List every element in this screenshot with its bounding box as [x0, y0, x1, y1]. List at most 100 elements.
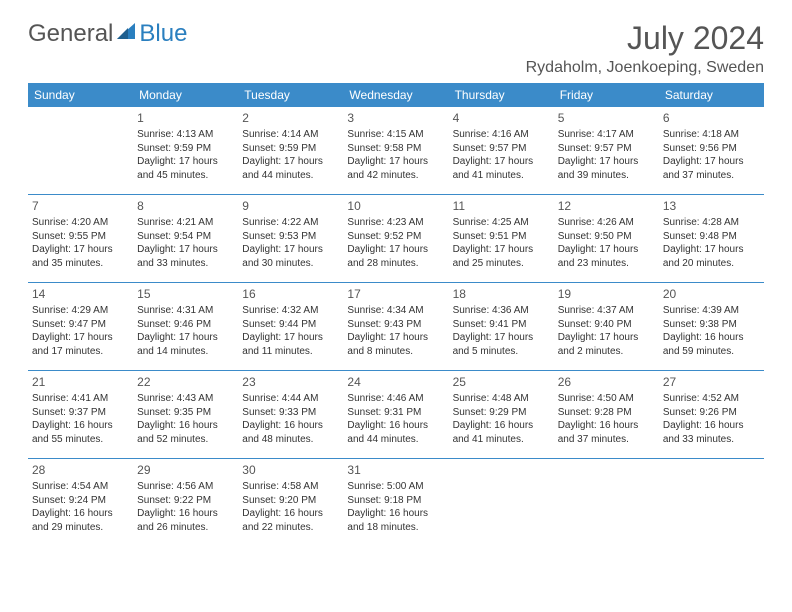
daylight-text: Daylight: 17 hours	[453, 331, 550, 345]
sunset-text: Sunset: 9:56 PM	[663, 142, 760, 156]
logo: General Blue	[28, 20, 187, 48]
daylight-text: Daylight: 17 hours	[558, 243, 655, 257]
sunrise-text: Sunrise: 4:23 AM	[347, 216, 444, 230]
daylight-text: Daylight: 16 hours	[32, 419, 129, 433]
day-number: 1	[137, 110, 234, 126]
daylight-text: and 17 minutes.	[32, 345, 129, 359]
sunrise-text: Sunrise: 4:36 AM	[453, 304, 550, 318]
day-number: 15	[137, 286, 234, 302]
sunrise-text: Sunrise: 4:20 AM	[32, 216, 129, 230]
day-number: 7	[32, 198, 129, 214]
sunset-text: Sunset: 9:53 PM	[242, 230, 339, 244]
day-header: Thursday	[449, 83, 554, 107]
daylight-text: and 33 minutes.	[137, 257, 234, 271]
daylight-text: Daylight: 17 hours	[663, 155, 760, 169]
sunset-text: Sunset: 9:24 PM	[32, 494, 129, 508]
calendar-day-cell: 20Sunrise: 4:39 AMSunset: 9:38 PMDayligh…	[659, 283, 764, 371]
daylight-text: and 44 minutes.	[347, 433, 444, 447]
calendar-day-cell: 6Sunrise: 4:18 AMSunset: 9:56 PMDaylight…	[659, 107, 764, 195]
calendar-day-cell: 15Sunrise: 4:31 AMSunset: 9:46 PMDayligh…	[133, 283, 238, 371]
sunset-text: Sunset: 9:44 PM	[242, 318, 339, 332]
sail-icon	[115, 20, 137, 48]
sunset-text: Sunset: 9:31 PM	[347, 406, 444, 420]
sunset-text: Sunset: 9:59 PM	[137, 142, 234, 156]
calendar-day-cell: 2Sunrise: 4:14 AMSunset: 9:59 PMDaylight…	[238, 107, 343, 195]
daylight-text: Daylight: 17 hours	[32, 331, 129, 345]
sunset-text: Sunset: 9:59 PM	[242, 142, 339, 156]
calendar-day-cell: 23Sunrise: 4:44 AMSunset: 9:33 PMDayligh…	[238, 371, 343, 459]
calendar-day-cell: 19Sunrise: 4:37 AMSunset: 9:40 PMDayligh…	[554, 283, 659, 371]
sunset-text: Sunset: 9:29 PM	[453, 406, 550, 420]
day-number: 8	[137, 198, 234, 214]
calendar-day-cell	[449, 459, 554, 547]
sunset-text: Sunset: 9:18 PM	[347, 494, 444, 508]
day-number: 24	[347, 374, 444, 390]
daylight-text: and 23 minutes.	[558, 257, 655, 271]
daylight-text: Daylight: 17 hours	[32, 243, 129, 257]
day-number: 28	[32, 462, 129, 478]
sunrise-text: Sunrise: 4:14 AM	[242, 128, 339, 142]
daylight-text: and 48 minutes.	[242, 433, 339, 447]
day-number: 11	[453, 198, 550, 214]
sunrise-text: Sunrise: 4:52 AM	[663, 392, 760, 406]
daylight-text: Daylight: 16 hours	[137, 507, 234, 521]
sunset-text: Sunset: 9:40 PM	[558, 318, 655, 332]
day-header: Sunday	[28, 83, 133, 107]
sunset-text: Sunset: 9:35 PM	[137, 406, 234, 420]
sunrise-text: Sunrise: 4:21 AM	[137, 216, 234, 230]
header: General Blue July 2024 Rydaholm, Joenkoe…	[28, 20, 764, 77]
calendar-day-cell: 14Sunrise: 4:29 AMSunset: 9:47 PMDayligh…	[28, 283, 133, 371]
daylight-text: and 44 minutes.	[242, 169, 339, 183]
sunset-text: Sunset: 9:26 PM	[663, 406, 760, 420]
daylight-text: Daylight: 17 hours	[242, 243, 339, 257]
calendar-day-cell: 12Sunrise: 4:26 AMSunset: 9:50 PMDayligh…	[554, 195, 659, 283]
sunrise-text: Sunrise: 4:16 AM	[453, 128, 550, 142]
daylight-text: Daylight: 16 hours	[558, 419, 655, 433]
day-number: 16	[242, 286, 339, 302]
calendar-day-cell: 17Sunrise: 4:34 AMSunset: 9:43 PMDayligh…	[343, 283, 448, 371]
sunrise-text: Sunrise: 4:32 AM	[242, 304, 339, 318]
day-number: 13	[663, 198, 760, 214]
daylight-text: and 14 minutes.	[137, 345, 234, 359]
calendar-day-cell: 11Sunrise: 4:25 AMSunset: 9:51 PMDayligh…	[449, 195, 554, 283]
day-number: 14	[32, 286, 129, 302]
daylight-text: Daylight: 16 hours	[663, 331, 760, 345]
sunset-text: Sunset: 9:38 PM	[663, 318, 760, 332]
calendar-table: Sunday Monday Tuesday Wednesday Thursday…	[28, 83, 764, 546]
daylight-text: and 45 minutes.	[137, 169, 234, 183]
calendar-day-cell: 26Sunrise: 4:50 AMSunset: 9:28 PMDayligh…	[554, 371, 659, 459]
sunset-text: Sunset: 9:55 PM	[32, 230, 129, 244]
calendar-day-cell	[28, 107, 133, 195]
logo-text-general: General	[28, 20, 113, 48]
day-header: Friday	[554, 83, 659, 107]
daylight-text: and 41 minutes.	[453, 433, 550, 447]
calendar-day-cell: 28Sunrise: 4:54 AMSunset: 9:24 PMDayligh…	[28, 459, 133, 547]
daylight-text: Daylight: 16 hours	[347, 507, 444, 521]
sunrise-text: Sunrise: 4:13 AM	[137, 128, 234, 142]
day-number: 18	[453, 286, 550, 302]
day-number: 27	[663, 374, 760, 390]
logo-text-blue: Blue	[139, 20, 187, 48]
sunrise-text: Sunrise: 4:44 AM	[242, 392, 339, 406]
daylight-text: Daylight: 16 hours	[137, 419, 234, 433]
calendar-day-cell: 27Sunrise: 4:52 AMSunset: 9:26 PMDayligh…	[659, 371, 764, 459]
calendar-day-cell	[659, 459, 764, 547]
calendar-week-row: 28Sunrise: 4:54 AMSunset: 9:24 PMDayligh…	[28, 459, 764, 547]
daylight-text: Daylight: 17 hours	[242, 155, 339, 169]
location: Rydaholm, Joenkoeping, Sweden	[526, 59, 764, 77]
daylight-text: and 41 minutes.	[453, 169, 550, 183]
sunrise-text: Sunrise: 4:50 AM	[558, 392, 655, 406]
sunset-text: Sunset: 9:52 PM	[347, 230, 444, 244]
sunset-text: Sunset: 9:43 PM	[347, 318, 444, 332]
calendar-day-cell: 7 Sunrise: 4:20 AMSunset: 9:55 PMDaylight…	[28, 195, 133, 283]
daylight-text: and 55 minutes.	[32, 433, 129, 447]
calendar-week-row: 21Sunrise: 4:41 AMSunset: 9:37 PMDayligh…	[28, 371, 764, 459]
calendar-day-cell: 21Sunrise: 4:41 AMSunset: 9:37 PMDayligh…	[28, 371, 133, 459]
sunrise-text: Sunrise: 5:00 AM	[347, 480, 444, 494]
sunset-text: Sunset: 9:41 PM	[453, 318, 550, 332]
sunrise-text: Sunrise: 4:15 AM	[347, 128, 444, 142]
sunrise-text: Sunrise: 4:25 AM	[453, 216, 550, 230]
sunrise-text: Sunrise: 4:41 AM	[32, 392, 129, 406]
daylight-text: Daylight: 17 hours	[137, 155, 234, 169]
daylight-text: and 18 minutes.	[347, 521, 444, 535]
